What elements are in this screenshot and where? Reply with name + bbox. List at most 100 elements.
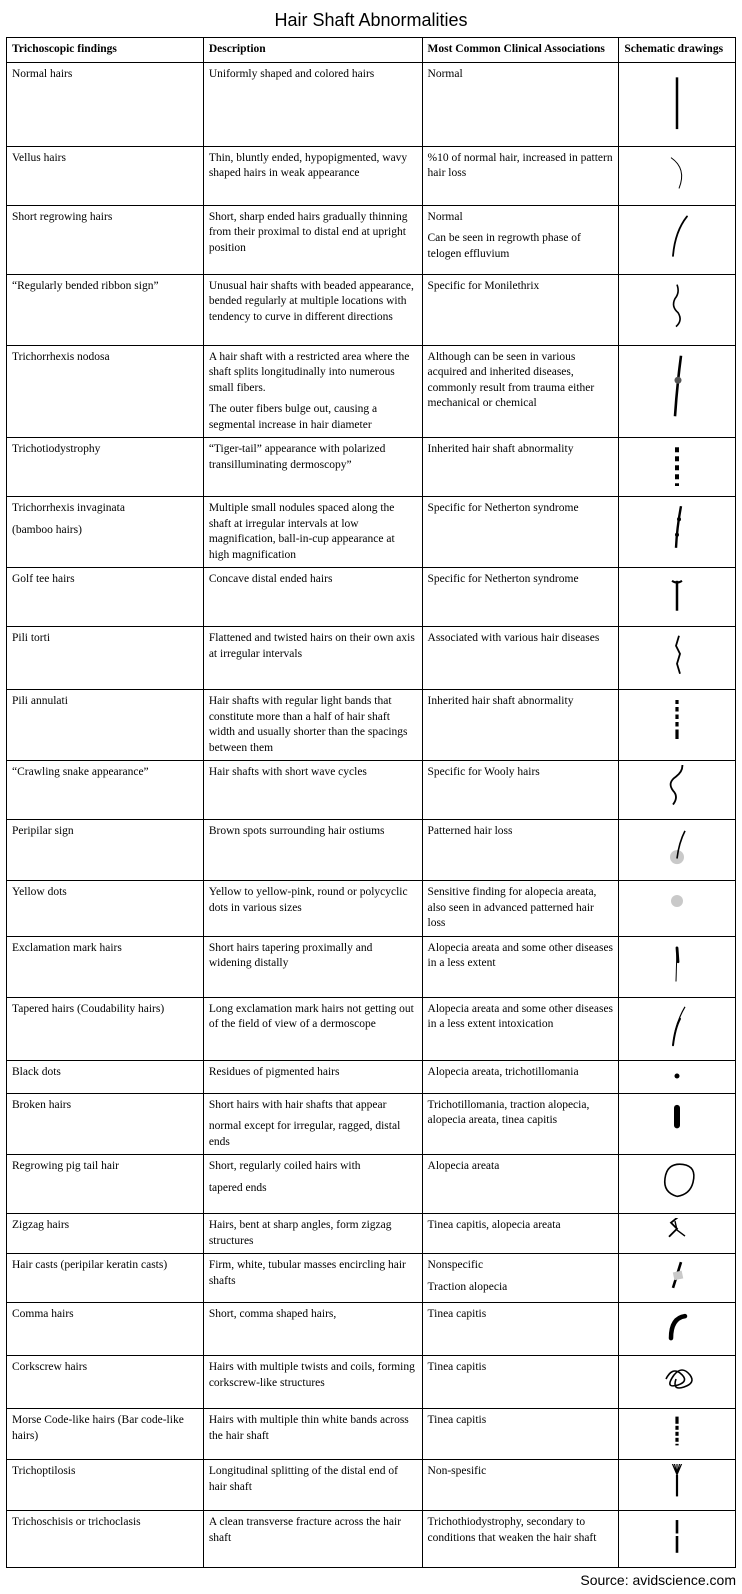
cell-drawing: [619, 1254, 736, 1303]
cell-description: Hairs with multiple twists and coils, fo…: [203, 1356, 422, 1409]
cell-association: Normal: [422, 62, 619, 146]
col-header-finding: Trichoscopic findings: [7, 38, 204, 63]
association-text: Specific for Monilethrix: [428, 279, 614, 295]
pigtail-icon: [624, 1159, 730, 1203]
cell-description: Short hairs tapering proximally and wide…: [203, 936, 422, 997]
bamboo-icon: [624, 501, 730, 553]
cell-association: Inherited hair shaft abnormality: [422, 690, 619, 761]
cell-finding: Short regrowing hairs: [7, 205, 204, 274]
annulati-icon: [624, 694, 730, 744]
table-row: Peripilar signBrown spots surrounding ha…: [7, 820, 736, 881]
comma-icon: [624, 1307, 730, 1345]
description-text: Concave distal ended hairs: [209, 572, 417, 588]
cell-finding: Trichotiodystrophy: [7, 438, 204, 497]
table-row: Golf tee hairs Concave distal ended hairs…: [7, 568, 736, 627]
cell-association: Alopecia areata and some other diseases …: [422, 997, 619, 1060]
cell-description: Short, sharp ended hairs gradually thinn…: [203, 205, 422, 274]
cell-finding: “Regularly bended ribbon sign”: [7, 274, 204, 345]
association-text: Tinea capitis, alopecia areata: [428, 1218, 614, 1234]
table-row: “Regularly bended ribbon sign” Unusual ha…: [7, 274, 736, 345]
cell-finding: Tapered hairs (Coudability hairs): [7, 997, 204, 1060]
association-text: Alopecia areata and some other diseases …: [428, 941, 614, 972]
cell-finding: Golf tee hairs: [7, 568, 204, 627]
cell-finding: Hair casts (peripilar keratin casts): [7, 1254, 204, 1303]
description-text: Short, sharp ended hairs gradually thinn…: [209, 210, 417, 257]
cell-finding: Black dots: [7, 1060, 204, 1093]
finding-text: Short regrowing hairs: [12, 210, 198, 226]
description-text: Residues of pigmented hairs: [209, 1065, 417, 1081]
cell-drawing: [619, 1060, 736, 1093]
tiger-icon: [624, 442, 730, 486]
cell-drawing: [619, 1214, 736, 1254]
cell-drawing: [619, 936, 736, 997]
cell-finding: Regrowing pig tail hair: [7, 1155, 204, 1214]
table-row: Hair casts (peripilar keratin casts)Firm…: [7, 1254, 736, 1303]
cell-association: Trichotillomania, traction alopecia, alo…: [422, 1093, 619, 1155]
association-text: Normal: [428, 210, 614, 226]
cell-finding: Normal hairs: [7, 62, 204, 146]
cell-finding: Comma hairs: [7, 1303, 204, 1356]
description-text: A hair shaft with a restricted area wher…: [209, 350, 417, 397]
description-text: Hairs, bent at sharp angles, form zigzag…: [209, 1218, 417, 1249]
torti-icon: [624, 631, 730, 679]
cell-association: %10 of normal hair, increased in pattern…: [422, 146, 619, 205]
description-text: Short, comma shaped hairs,: [209, 1307, 417, 1323]
cell-drawing: [619, 274, 736, 345]
cell-finding: Trichorrhexis nodosa: [7, 345, 204, 438]
association-text: %10 of normal hair, increased in pattern…: [428, 151, 614, 182]
finding-text: Tapered hairs (Coudability hairs): [12, 1002, 198, 1018]
cell-association: Alopecia areata and some other diseases …: [422, 936, 619, 997]
table-row: Broken hairsShort hairs with hair shafts…: [7, 1093, 736, 1155]
cell-finding: Pili annulati: [7, 690, 204, 761]
cell-drawing: [619, 881, 736, 937]
cell-description: Unusual hair shafts with beaded appearan…: [203, 274, 422, 345]
cell-finding: Trichorrhexis invaginata(bamboo hairs): [7, 497, 204, 568]
col-header-association: Most Common Clinical Associations: [422, 38, 619, 63]
description-text: Hair shafts with regular light bands tha…: [209, 694, 417, 756]
cell-drawing: [619, 1093, 736, 1155]
table-row: Exclamation mark hairsShort hairs taperi…: [7, 936, 736, 997]
association-text: Although can be seen in various acquired…: [428, 350, 614, 412]
cell-drawing: [619, 1511, 736, 1568]
association-text: Trichothiodystrophy, secondary to condit…: [428, 1515, 614, 1546]
cell-association: Trichothiodystrophy, secondary to condit…: [422, 1511, 619, 1568]
cell-association: Associated with various hair diseases: [422, 627, 619, 690]
cell-description: Multiple small nodules spaced along the …: [203, 497, 422, 568]
cell-drawing: [619, 1460, 736, 1511]
association-text: Non-spesific: [428, 1464, 614, 1480]
association-text: Specific for Wooly hairs: [428, 765, 614, 781]
description-text: Uniformly shaped and colored hairs: [209, 67, 417, 83]
description-text: tapered ends: [209, 1181, 417, 1197]
description-text: Short, regularly coiled hairs with: [209, 1159, 417, 1175]
table-row: Short regrowing hairs Short, sharp ended …: [7, 205, 736, 274]
cell-drawing: [619, 1409, 736, 1460]
cell-association: Tinea capitis: [422, 1409, 619, 1460]
cell-description: Flattened and twisted hairs on their own…: [203, 627, 422, 690]
short_regrow-icon: [624, 210, 730, 264]
cell-association: NormalCan be seen in regrowth phase of t…: [422, 205, 619, 274]
finding-text: “Regularly bended ribbon sign”: [12, 279, 198, 295]
association-text: Specific for Netherton syndrome: [428, 572, 614, 588]
split-icon: [624, 1464, 730, 1500]
finding-text: Pili annulati: [12, 694, 198, 710]
cell-finding: Vellus hairs: [7, 146, 204, 205]
cell-drawing: [619, 997, 736, 1060]
cell-finding: Trichoschisis or trichoclasis: [7, 1511, 204, 1568]
finding-text: Pili torti: [12, 631, 198, 647]
association-text: Tinea capitis: [428, 1307, 614, 1323]
cell-association: Tinea capitis, alopecia areata: [422, 1214, 619, 1254]
description-text: Multiple small nodules spaced along the …: [209, 501, 417, 563]
table-row: Black dotsResidues of pigmented hairsAlo…: [7, 1060, 736, 1093]
finding-text: Regrowing pig tail hair: [12, 1159, 198, 1175]
cell-drawing: [619, 568, 736, 627]
hair-abnormalities-table: Trichoscopic findings Description Most C…: [6, 37, 736, 1568]
cell-finding: Trichoptilosis: [7, 1460, 204, 1511]
finding-text: Trichorrhexis nodosa: [12, 350, 198, 366]
col-header-description: Description: [203, 38, 422, 63]
fracture-icon: [624, 1515, 730, 1557]
cell-drawing: [619, 497, 736, 568]
description-text: Brown spots surrounding hair ostiums: [209, 824, 417, 840]
cell-description: Yellow to yellow-pink, round or polycycl…: [203, 881, 422, 937]
association-text: Inherited hair shaft abnormality: [428, 442, 614, 458]
morse-icon: [624, 1413, 730, 1449]
